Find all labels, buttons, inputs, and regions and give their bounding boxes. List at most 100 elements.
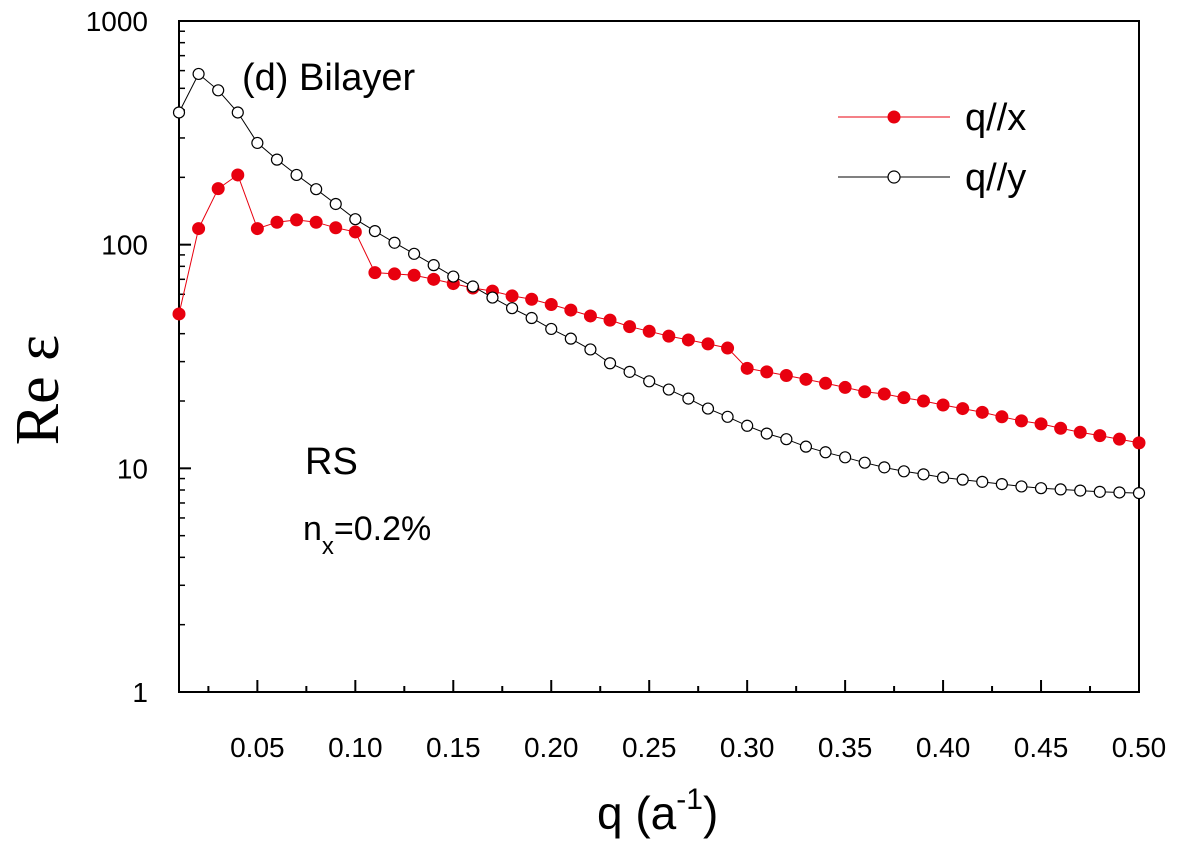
legend-marker-qy	[887, 170, 901, 184]
data-point	[878, 461, 891, 474]
legend-marker-qx	[887, 110, 901, 124]
data-point	[408, 247, 421, 260]
data-point	[916, 394, 930, 408]
data-point	[897, 465, 910, 478]
x-tick-label: 0.45	[1014, 732, 1069, 763]
legend-label-qy: q//y	[965, 157, 1026, 199]
data-point	[172, 106, 186, 119]
data-point	[603, 313, 617, 327]
series-q-x	[172, 168, 1146, 450]
data-point	[1034, 417, 1048, 431]
data-point	[1054, 483, 1067, 496]
data-point	[838, 380, 852, 394]
data-point	[701, 337, 715, 351]
series-q-y	[172, 67, 1146, 500]
data-point	[388, 267, 402, 281]
data-point	[505, 289, 519, 303]
data-point	[760, 427, 773, 440]
data-point	[525, 311, 538, 325]
legend: q//x q//y	[838, 97, 1026, 199]
y-axis-title: Re ε	[4, 335, 72, 445]
data-point	[681, 333, 695, 347]
data-point	[760, 365, 774, 379]
y-tick-label: 10	[117, 453, 148, 484]
data-point	[956, 473, 969, 486]
data-point	[583, 309, 597, 323]
data-point	[623, 365, 636, 378]
data-point	[545, 322, 558, 336]
data-point	[172, 307, 186, 321]
x-tick-label: 0.50	[1112, 732, 1167, 763]
data-point	[486, 291, 499, 304]
data-point	[250, 222, 264, 236]
data-point	[525, 292, 539, 306]
x-tick-label: 0.20	[524, 732, 579, 763]
data-point	[603, 357, 617, 370]
data-point	[505, 302, 519, 315]
series-layer	[172, 67, 1146, 500]
data-point	[995, 478, 1008, 491]
x-tick-label: 0.40	[916, 732, 971, 763]
data-point	[741, 419, 754, 432]
data-point	[388, 236, 401, 249]
annotation-value: =0.2%	[334, 510, 431, 548]
data-point	[779, 369, 793, 383]
data-point	[192, 222, 206, 236]
data-point	[329, 197, 342, 211]
data-point	[349, 213, 362, 226]
x-tick-label: 0.25	[622, 732, 677, 763]
data-point	[780, 433, 793, 446]
data-point	[1113, 486, 1126, 499]
data-point	[1014, 414, 1028, 428]
annotation-n: n	[303, 510, 322, 548]
data-point	[721, 341, 735, 355]
x-axis-title-sup: -1	[676, 783, 703, 816]
data-point	[995, 410, 1009, 424]
data-point	[290, 213, 304, 227]
data-point	[897, 391, 911, 405]
x-axis-ticks: 0.05 0.10 0.15 0.20 0.25 0.30 0.35 0.40 0.45 0.50	[207, 680, 1167, 763]
data-point	[231, 168, 245, 182]
x-axis-title-end: )	[703, 787, 718, 839]
data-point	[642, 324, 656, 338]
x-tick-label: 0.05	[230, 732, 285, 763]
data-point	[1015, 480, 1028, 493]
data-point	[544, 298, 558, 312]
data-point	[643, 375, 656, 388]
data-point	[858, 456, 871, 469]
data-point	[1074, 484, 1087, 497]
annotation-concentration: nx=0.2%	[303, 510, 431, 560]
data-point	[427, 272, 441, 286]
data-point	[623, 320, 637, 334]
data-point	[1034, 482, 1048, 495]
data-point	[407, 268, 421, 282]
data-point	[976, 475, 989, 488]
plot-frame	[178, 20, 1140, 693]
data-point	[329, 221, 343, 235]
data-point	[290, 168, 303, 182]
data-point	[740, 361, 754, 375]
data-point	[564, 303, 578, 317]
data-point	[231, 106, 244, 119]
series-line	[178, 174, 1140, 444]
chart-title: (d) Bilayer	[242, 57, 415, 99]
data-point	[721, 410, 734, 423]
data-point	[839, 451, 852, 464]
y-axis-ticks: 1 10 100 1000	[86, 6, 191, 708]
y-tick-label: 1000	[86, 6, 148, 37]
data-point	[368, 224, 382, 238]
data-point	[1054, 421, 1068, 435]
data-point	[1093, 429, 1107, 443]
data-point	[1132, 486, 1146, 500]
data-point	[310, 183, 323, 196]
data-point	[447, 270, 460, 283]
data-point	[1073, 425, 1087, 439]
data-point	[662, 383, 675, 396]
data-point	[799, 440, 813, 453]
data-point	[799, 372, 813, 386]
x-tick-label: 0.30	[720, 732, 775, 763]
data-point	[819, 376, 833, 390]
data-point	[212, 84, 225, 97]
data-point	[1132, 436, 1146, 450]
data-point	[348, 225, 362, 239]
